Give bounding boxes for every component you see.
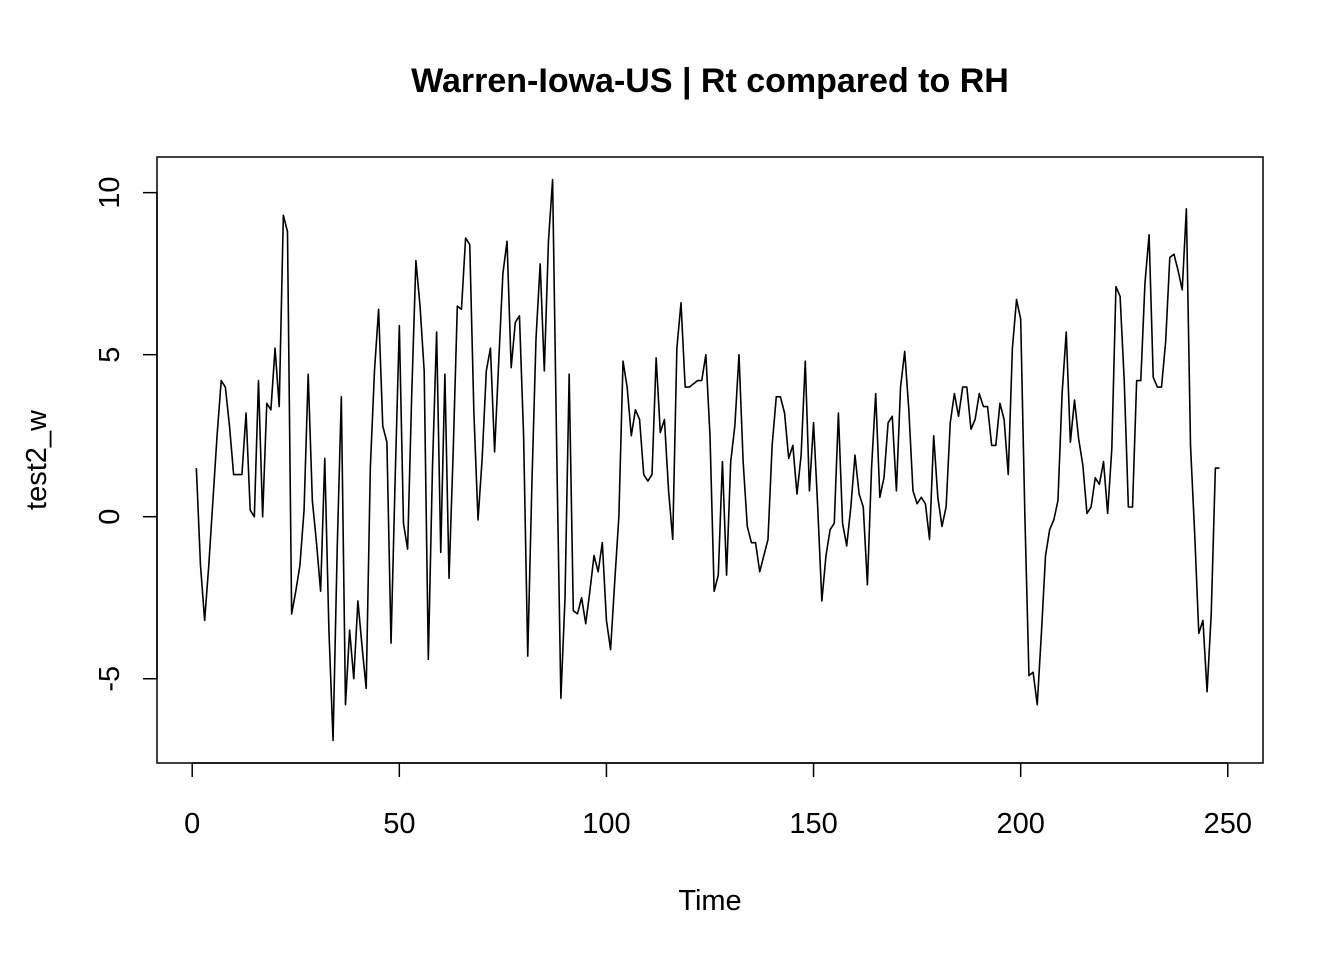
y-tick-label: 0 — [94, 509, 126, 525]
x-axis-label: Time — [678, 885, 741, 917]
series-line — [195, 178, 1220, 742]
y-axis-label: test2_w — [21, 409, 53, 510]
x-axis: 0 50 100 150 200 250 — [184, 762, 1252, 840]
y-tick-label: 10 — [94, 177, 126, 209]
x-tick-label: 50 — [383, 808, 415, 840]
x-tick-label: 200 — [996, 808, 1044, 840]
series-layer — [195, 178, 1220, 742]
chart-title: Warren-Iowa-US | Rt compared to RH — [411, 62, 1009, 100]
x-tick-label: 0 — [184, 808, 200, 840]
x-tick-label: 150 — [789, 808, 837, 840]
y-tick-label: 5 — [94, 347, 126, 363]
y-axis: -5 0 5 10 — [94, 177, 158, 692]
x-tick-label: 100 — [582, 808, 630, 840]
y-tick-label: -5 — [94, 666, 126, 692]
x-tick-label: 250 — [1204, 808, 1252, 840]
